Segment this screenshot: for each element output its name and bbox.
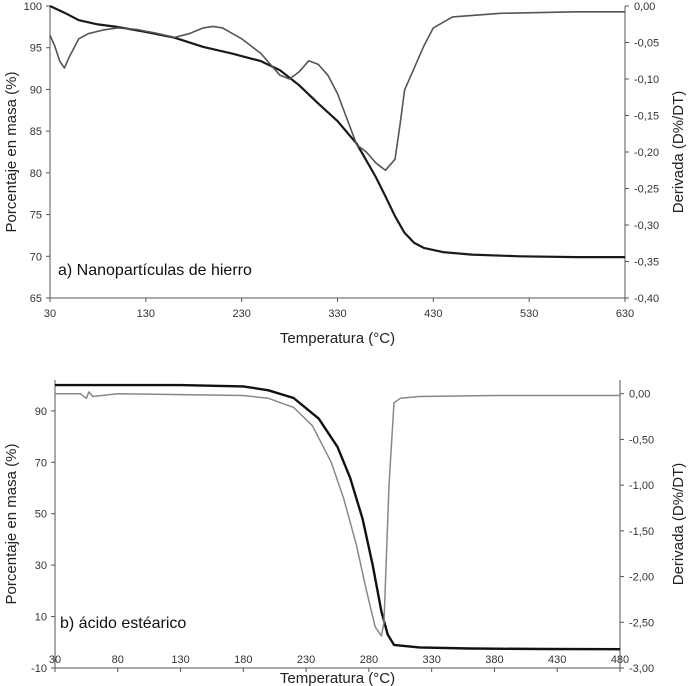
x-tick-label: 30 [49, 654, 61, 666]
x-tick-label: 480 [611, 654, 629, 666]
y2-tick-label: -0,40 [634, 293, 659, 305]
x-tick-label: 130 [171, 654, 189, 666]
y2-tick-label: -0,50 [629, 434, 654, 446]
y2-tick-label: -0,15 [634, 111, 659, 123]
x-tick-label: 30 [44, 308, 56, 320]
x-tick-label: 80 [112, 654, 124, 666]
y-tick-label: 50 [35, 509, 47, 521]
x-tick-label: 530 [520, 308, 538, 320]
x-axis-label: Temperatura (°C) [280, 670, 395, 686]
y-tick-label: 70 [35, 457, 47, 469]
y2-tick-label: -1,50 [629, 526, 654, 538]
y2-tick-label: -0,05 [634, 38, 659, 50]
x-tick-label: 380 [485, 654, 503, 666]
x-tick-label: 330 [422, 654, 440, 666]
y-tick-label: 90 [30, 84, 42, 96]
x-tick-label: 130 [137, 308, 155, 320]
x-tick-label: 630 [616, 308, 634, 320]
y-axis-label: Porcentaje en masa (%) [3, 444, 20, 605]
y-tick-label: 90 [35, 406, 47, 418]
panel-label: b) ácido estéarico [60, 615, 186, 632]
y2-tick-label: -1,00 [629, 480, 654, 492]
y-tick-label: 80 [30, 168, 42, 180]
y2-tick-label: -0,30 [634, 220, 659, 232]
mass-series-line [49, 5, 625, 259]
y-tick-label: 70 [30, 251, 42, 263]
x-tick-label: 230 [297, 654, 315, 666]
x-tick-label: 430 [548, 654, 566, 666]
x-tick-label: 430 [424, 308, 442, 320]
y2-tick-label: 0,00 [629, 389, 650, 401]
x-tick-label: 280 [360, 654, 378, 666]
y2-tick-label: 0,00 [634, 1, 655, 13]
y-tick-label: 65 [30, 293, 42, 305]
derivative-series-line [49, 11, 625, 172]
y2-axis-label: Derivada (D%/DT) [670, 463, 687, 586]
y-tick-label: 85 [30, 126, 42, 138]
y-tick-label: 75 [30, 210, 42, 222]
y2-tick-label: -0,10 [634, 74, 659, 86]
y-tick-label: 100 [24, 1, 42, 13]
x-axis-label: Temperatura (°C) [280, 330, 395, 347]
y-tick-label: 30 [35, 560, 47, 572]
y2-tick-label: -2,50 [629, 617, 654, 629]
x-tick-label: 330 [328, 308, 346, 320]
x-tick-label: 230 [232, 308, 250, 320]
y2-tick-label: -3,00 [629, 663, 654, 675]
x-tick-label: 180 [234, 654, 252, 666]
y-tick-label: 10 [35, 612, 47, 624]
y-axis-label: Porcentaje en masa (%) [3, 72, 20, 233]
panel-label: a) Nanopartículas de hierro [58, 262, 252, 279]
y2-tick-label: -0,25 [634, 184, 659, 196]
y2-tick-label: -2,00 [629, 572, 654, 584]
mass-series-line [55, 383, 621, 651]
y-tick-label: 95 [30, 43, 42, 55]
y-tick-label: -10 [31, 663, 47, 675]
y2-tick-label: -0,20 [634, 147, 659, 159]
y2-axis-label: Derivada (D%/DT) [670, 91, 687, 214]
y2-tick-label: -0,35 [634, 257, 659, 269]
derivative-series-line [55, 391, 620, 637]
